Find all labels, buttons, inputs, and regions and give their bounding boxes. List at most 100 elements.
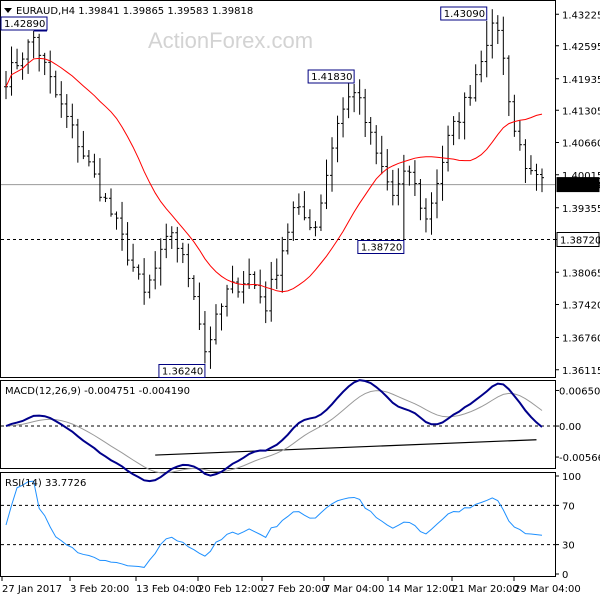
ohlc-bar bbox=[540, 168, 544, 193]
time-axis-label: 29 Mar 04:00 bbox=[514, 584, 581, 595]
ohlc-bar bbox=[390, 169, 395, 206]
annotation-box bbox=[357, 240, 405, 254]
ohlc-bar bbox=[26, 39, 31, 74]
ohlc-bar bbox=[462, 92, 467, 140]
ohlc-bar bbox=[219, 303, 224, 331]
annotation-label: 1.42890 bbox=[4, 19, 45, 30]
ohlc-bar bbox=[484, 21, 489, 78]
time-axis-label: 27 Feb 20:00 bbox=[262, 584, 328, 595]
ohlc-bar bbox=[446, 125, 451, 172]
axis-layer: 1.43225 1.42595 1.41935 1.41305 1.40660 1.400… bbox=[1, 10, 600, 595]
macd-title: MACD(12,26,9) -0.004751 -0.004190 bbox=[5, 386, 190, 397]
macd-axis-label: 0.006501 bbox=[559, 386, 600, 397]
support-tag: 1.38720 bbox=[560, 236, 600, 247]
ohlc-bar bbox=[379, 135, 384, 175]
rsi-axis-label: 70 bbox=[562, 501, 575, 512]
ohlc-bar bbox=[318, 194, 323, 232]
price-axis-label: 1.36760 bbox=[562, 334, 600, 345]
ohlc-bar bbox=[153, 251, 158, 290]
time-axis-label: 3 Feb 20:00 bbox=[70, 584, 129, 595]
ohlc-bar bbox=[396, 168, 401, 206]
ohlc-bar bbox=[451, 116, 456, 146]
ohlc-bar bbox=[468, 84, 473, 106]
annotation-label: 1.41830 bbox=[311, 72, 352, 83]
price-axis-label: 1.40660 bbox=[562, 139, 600, 150]
ohlc-bar bbox=[202, 311, 207, 364]
ohlc-bar bbox=[479, 50, 484, 83]
price-annotation: 1.38720 bbox=[357, 240, 405, 254]
annotation-box bbox=[158, 364, 206, 378]
time-axis-label: 21 Mar 20:00 bbox=[452, 584, 519, 595]
ohlc-bar bbox=[75, 118, 80, 163]
ohlc-bar bbox=[490, 9, 495, 59]
ohlc-bar bbox=[291, 201, 296, 241]
price-annotation: 1.36240 bbox=[158, 364, 206, 378]
ohlc-bar bbox=[147, 274, 152, 299]
ohlc-bar bbox=[534, 163, 539, 191]
annotation-box bbox=[440, 6, 488, 21]
ohlc-bar bbox=[15, 48, 20, 70]
ohlc-bar bbox=[131, 243, 136, 272]
dropdown-triangle-icon[interactable] bbox=[4, 8, 12, 13]
ohlc-bar bbox=[324, 159, 329, 210]
price-axis-label: 1.41305 bbox=[562, 106, 600, 117]
ohlc-bar bbox=[213, 304, 218, 345]
ohlc-bar bbox=[435, 169, 440, 219]
price-axis-label: 1.39355 bbox=[562, 204, 600, 215]
annotation-label: 1.38720 bbox=[361, 243, 402, 254]
ohlc-bar bbox=[296, 193, 301, 215]
ohlc-bar bbox=[114, 211, 119, 230]
ohlc-bar bbox=[368, 117, 373, 145]
ohlc-bar bbox=[252, 271, 257, 290]
ohlc-bar bbox=[517, 120, 522, 151]
rsi-title: RSI(14) 33.7726 bbox=[5, 478, 86, 489]
moving-average-line bbox=[5, 57, 543, 293]
ohlc-bar bbox=[125, 222, 130, 266]
ohlc-bar bbox=[197, 282, 202, 330]
ohlc-bar bbox=[208, 326, 213, 369]
ohlc-bar bbox=[528, 155, 533, 175]
rsi-panel[interactable] bbox=[0, 472, 556, 577]
ohlc-bar bbox=[175, 226, 180, 263]
ohlc-bar bbox=[136, 264, 141, 280]
ohlc-bar bbox=[81, 130, 86, 160]
ohlc-bar bbox=[103, 193, 108, 203]
time-axis-label: 27 Jan 2017 bbox=[2, 584, 62, 595]
ohlc-bar bbox=[418, 178, 423, 221]
ohlc-bar bbox=[407, 165, 412, 186]
ohlc-bar bbox=[53, 70, 58, 98]
rsi-axis-label: 30 bbox=[562, 541, 575, 552]
watermark: ActionForex.com bbox=[148, 28, 313, 53]
price-axis-label: 1.40015 bbox=[562, 171, 600, 182]
price-axis-label: 1.37420 bbox=[562, 301, 600, 312]
ohlc-bar bbox=[263, 281, 268, 324]
price-axis-label: 1.36115 bbox=[562, 366, 600, 377]
price-panel[interactable] bbox=[0, 0, 556, 378]
macd-panel[interactable] bbox=[0, 380, 556, 469]
ohlc-bar bbox=[385, 149, 390, 191]
last-price-tag: 1.39818 bbox=[560, 181, 600, 192]
rsi-axis-label: 100 bbox=[562, 472, 581, 483]
ohlc-bar bbox=[59, 81, 64, 118]
annotation-label: 1.36240 bbox=[162, 367, 203, 378]
price-annotation: 1.43090 bbox=[440, 6, 488, 21]
ohlc-bar bbox=[335, 115, 340, 163]
ohlc-bar bbox=[120, 201, 125, 251]
ohlc-bar bbox=[42, 52, 47, 76]
ohlc-bar bbox=[341, 97, 346, 138]
annotation-box bbox=[307, 69, 355, 84]
last-price-tag-box bbox=[556, 177, 600, 193]
ohlc-bar bbox=[363, 88, 368, 138]
ohlc-bar bbox=[48, 50, 53, 94]
ohlc-bar bbox=[225, 284, 230, 317]
ohlc-bar bbox=[501, 16, 506, 76]
ohlc-bar bbox=[241, 271, 246, 304]
ohlc-bar bbox=[506, 55, 511, 117]
macd-layer bbox=[1, 379, 555, 483]
ohlc-bar bbox=[495, 15, 500, 44]
price-axis-label: 1.43225 bbox=[562, 10, 600, 21]
symbol-header: EURAUD,H4 1.39841 1.39865 1.39583 1.3981… bbox=[16, 6, 253, 17]
ohlc-bar bbox=[357, 79, 362, 115]
ohlc-bar bbox=[423, 198, 428, 233]
ohlc-bar bbox=[280, 236, 285, 293]
